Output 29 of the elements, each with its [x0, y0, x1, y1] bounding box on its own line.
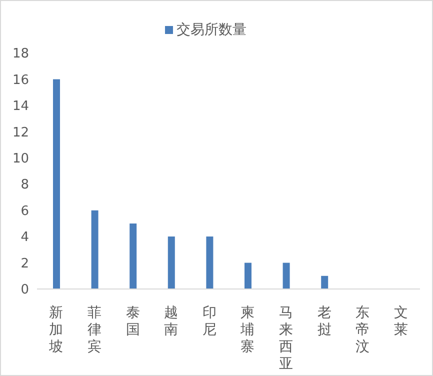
x-tick-label: 东帝汶 [356, 305, 370, 355]
x-tick-label: 柬埔寨 [240, 305, 255, 355]
y-tick-label: 6 [20, 204, 29, 219]
x-tick-label: 菲律宾 [87, 305, 102, 355]
y-tick-label: 12 [12, 125, 29, 140]
bar [244, 262, 252, 289]
y-tick-label: 18 [12, 46, 29, 62]
y-tick-label: 16 [12, 72, 29, 88]
y-tick-label: 10 [12, 152, 29, 167]
y-tick-label: 0 [20, 282, 29, 298]
x-tick-label: 泰国 [126, 305, 140, 338]
y-tick-label: 8 [20, 178, 29, 193]
bar [321, 276, 328, 289]
bar [282, 262, 290, 289]
x-tick-label: 老挝 [317, 305, 332, 338]
bar [130, 223, 137, 289]
x-tick-label: 越南 [164, 305, 178, 338]
bar [168, 236, 175, 289]
bar [53, 79, 60, 289]
y-tick-label: 2 [20, 256, 29, 272]
x-tick-label: 新加坡 [48, 305, 64, 355]
x-tick-label: 文莱 [394, 305, 408, 338]
y-tick-label: 4 [20, 230, 29, 246]
bar [91, 210, 98, 289]
x-tick-label: 马来西亚 [278, 305, 293, 372]
x-tick-label: 印尼 [202, 305, 216, 338]
bar [206, 236, 214, 289]
y-tick-label: 14 [12, 99, 29, 114]
legend-label: 交易所数量 [176, 22, 246, 38]
